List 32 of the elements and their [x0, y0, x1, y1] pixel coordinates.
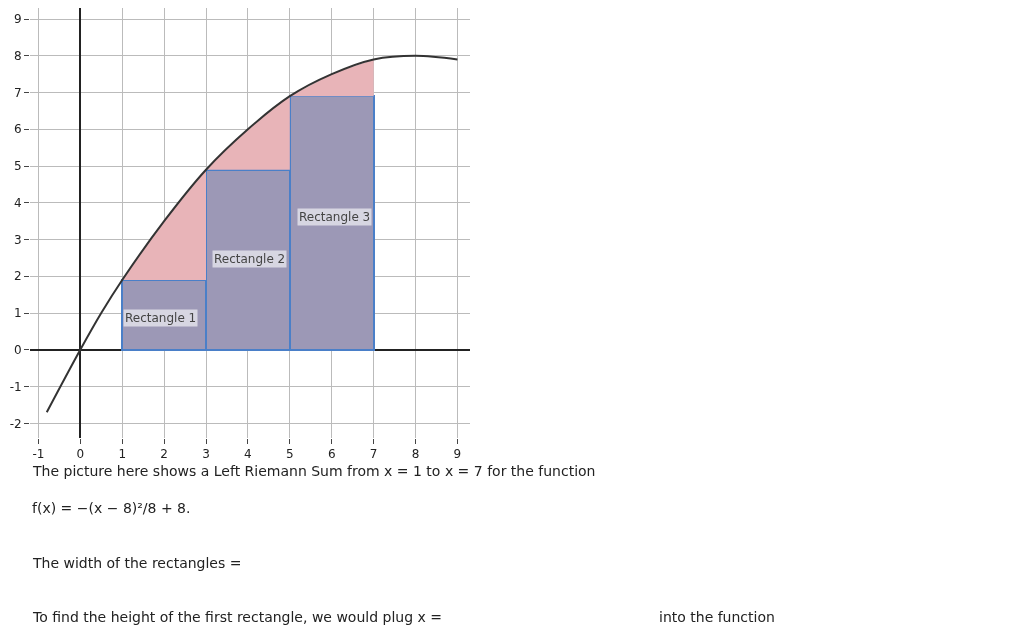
- y-tick-label: 3: [13, 232, 22, 247]
- x-tick-label: 3: [202, 447, 210, 462]
- y-tick-label: 6: [13, 122, 22, 137]
- text: The width of the rectangles =: [32, 555, 242, 571]
- y-tick-label: -1: [9, 379, 22, 394]
- line-series: [45, 54, 459, 414]
- x-tick-label: 4: [244, 447, 252, 462]
- y-tick-label: 5: [13, 159, 22, 174]
- text: To find the height of the first rectangle, we would plug x =: [32, 609, 442, 625]
- x-tick-label: -1: [32, 447, 45, 462]
- y-tick-label: 9: [13, 12, 22, 27]
- y-tick-label: 4: [13, 195, 22, 210]
- x-tick-label: 8: [411, 447, 420, 462]
- y-tick-label: 1: [13, 306, 22, 321]
- y-tick-label: 2: [13, 269, 22, 284]
- y-tick-label: -2: [9, 416, 22, 431]
- y-tick-label: 0: [13, 342, 22, 357]
- text: The picture here shows a Left Riemann Sum from x = 1 to x = 7 for the function: [32, 463, 596, 479]
- text: f(x) = −(x − 8)²/8 + 8.: [32, 500, 191, 516]
- x-tick-label: 5: [285, 447, 294, 462]
- x-tick-label: 9: [453, 447, 462, 462]
- text: into the function: [659, 609, 775, 625]
- annotation: Rectangle 1: [125, 311, 197, 325]
- x-tick-label: 6: [327, 447, 336, 462]
- x-tick-label: 0: [76, 447, 85, 462]
- y-tick-label: 7: [13, 85, 22, 100]
- x-tick-label: 1: [118, 447, 127, 462]
- annotation: Rectangle 3: [299, 210, 371, 224]
- x-tick-label: 7: [369, 447, 378, 462]
- y-tick-label: 8: [13, 48, 22, 63]
- annotation: Rectangle 2: [214, 252, 286, 266]
- x-tick-label: 2: [160, 447, 168, 462]
